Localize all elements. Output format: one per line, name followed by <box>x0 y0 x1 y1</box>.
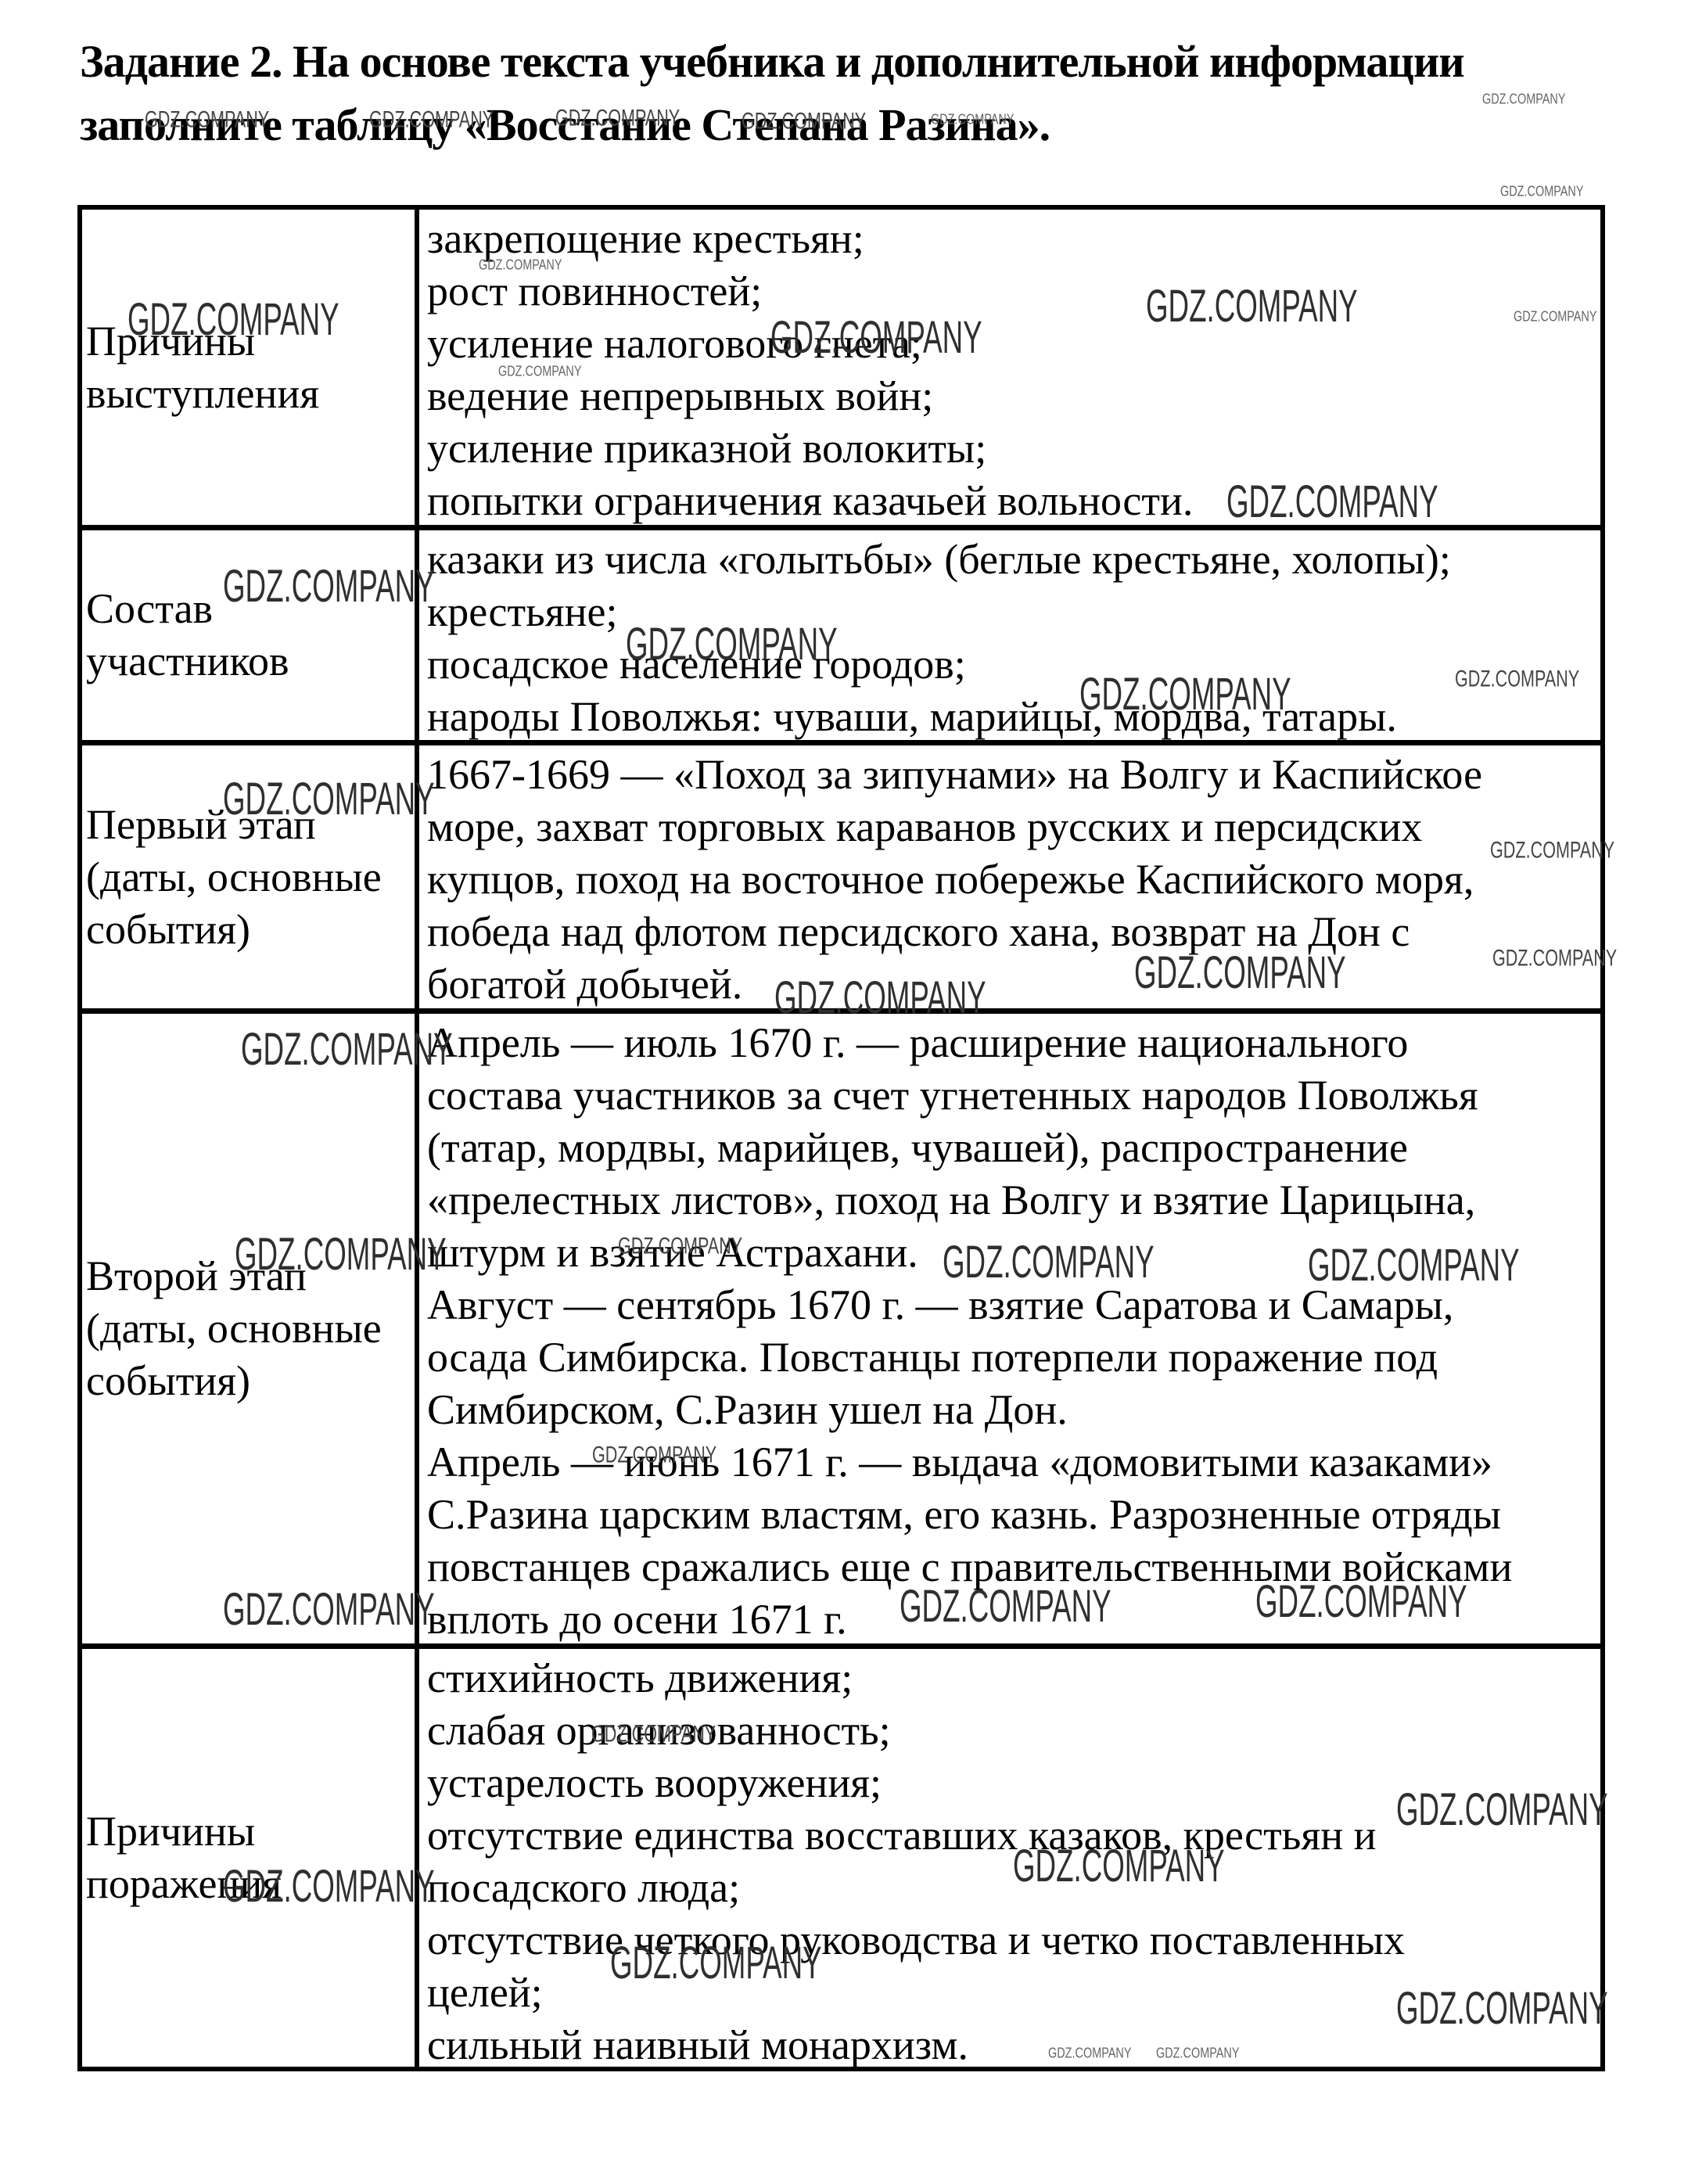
watermark: GDZ.COMPANY <box>1482 91 1566 107</box>
watermark: GDZ.COMPANY <box>774 972 986 1023</box>
watermark: GDZ.COMPANY <box>770 312 982 363</box>
row-label-cell: Второй этап (даты, основные события) <box>82 1014 419 1643</box>
watermark: GDZ.COMPANY <box>498 363 582 379</box>
watermark: GDZ.COMPANY <box>223 1861 435 1912</box>
watermark: GDZ.COMPANY <box>479 257 562 273</box>
table-row-causes: Причины выступления закрепощение крестья… <box>82 210 1600 530</box>
row-label: Состав участников <box>86 585 289 684</box>
watermark: GDZ.COMPANY <box>1492 945 1618 971</box>
watermark: GDZ.COMPANY <box>626 619 838 670</box>
watermark: GDZ.COMPANY <box>1079 669 1291 720</box>
row-label-cell: Причины выступления <box>82 210 419 525</box>
row-label: Причины выступления <box>86 317 320 417</box>
watermark: GDZ.COMPANY <box>235 1229 447 1280</box>
row-content-cell: стихийность движения; слабая организован… <box>419 1649 1600 2067</box>
table-row-second-stage: Второй этап (даты, основные события) Апр… <box>82 1014 1600 1649</box>
row-content: Апрель — июль 1670 г. — расширение нацио… <box>427 1019 1513 1643</box>
watermark: GDZ.COMPANY <box>591 1721 716 1747</box>
row-label-cell: Причины поражения <box>82 1649 419 2067</box>
table-row-participants: Состав участников казаки из числа «голыт… <box>82 530 1600 745</box>
watermark: GDZ.COMPANY <box>1514 308 1597 325</box>
watermark: GDZ.COMPANY <box>369 106 494 132</box>
watermark: GDZ.COMPANY <box>241 1024 453 1075</box>
watermark: GDZ.COMPANY <box>1308 1240 1520 1291</box>
watermark: GDZ.COMPANY <box>1156 2045 1240 2061</box>
watermark: GDZ.COMPANY <box>1013 1841 1225 1891</box>
watermark: GDZ.COMPANY <box>610 1938 822 1988</box>
watermark: GDZ.COMPANY <box>223 1584 435 1635</box>
watermark: GDZ.COMPANY <box>1255 1576 1467 1627</box>
row-content: закрепощение крестьян; рост повинностей;… <box>427 215 1194 524</box>
row-content: стихийность движения; слабая организован… <box>427 1654 1405 2067</box>
watermark: GDZ.COMPANY <box>592 1442 717 1467</box>
row-label: Второй этап (даты, основные события) <box>86 1252 382 1404</box>
watermark: GDZ.COMPANY <box>931 111 1014 128</box>
watermark: GDZ.COMPANY <box>1226 476 1438 527</box>
watermark: GDZ.COMPANY <box>742 108 867 134</box>
row-label: Первый этап (даты, основные события) <box>86 800 382 953</box>
task-title: Задание 2. На основе текста учебника и д… <box>80 36 1465 150</box>
row-label-cell: Первый этап (даты, основные события) <box>82 745 419 1008</box>
watermark: GDZ.COMPANY <box>1396 1983 1608 2034</box>
watermark: GDZ.COMPANY <box>1500 183 1584 199</box>
watermark: GDZ.COMPANY <box>1146 281 1358 332</box>
row-label: Причины поражения <box>86 1808 282 1907</box>
row-content: 1667-1669 — «Поход за зипунами» на Волгу… <box>427 751 1483 1008</box>
watermark: GDZ.COMPANY <box>1048 2045 1132 2061</box>
watermark: GDZ.COMPANY <box>223 774 435 824</box>
watermark: GDZ.COMPANY <box>555 105 681 131</box>
watermark: GDZ.COMPANY <box>127 294 339 345</box>
table-row-first-stage: Первый этап (даты, основные события) 166… <box>82 745 1600 1014</box>
watermark: GDZ.COMPANY <box>1490 837 1615 863</box>
row-content-cell: закрепощение крестьян; рост повинностей;… <box>419 210 1600 525</box>
watermark: GDZ.COMPANY <box>223 561 435 612</box>
row-content-cell: Апрель — июль 1670 г. — расширение нацио… <box>419 1014 1600 1643</box>
watermark: GDZ.COMPANY <box>1396 1784 1608 1835</box>
row-content: казаки из числа «голытьбы» (беглые крест… <box>427 536 1451 740</box>
table-row-defeat-causes: Причины поражения стихийность движения; … <box>82 1649 1600 2067</box>
row-content-cell: 1667-1669 — «Поход за зипунами» на Волгу… <box>419 745 1600 1008</box>
row-content-cell: казаки из числа «голытьбы» (беглые крест… <box>419 530 1600 740</box>
row-label-cell: Состав участников <box>82 530 419 740</box>
razin-rebellion-table: Причины выступления закрепощение крестья… <box>77 205 1605 2071</box>
watermark: GDZ.COMPANY <box>1455 666 1580 691</box>
watermark: GDZ.COMPANY <box>900 1581 1111 1632</box>
watermark: GDZ.COMPANY <box>943 1237 1155 1288</box>
watermark: GDZ.COMPANY <box>145 106 270 132</box>
watermark: GDZ.COMPANY <box>1134 947 1346 998</box>
watermark: GDZ.COMPANY <box>618 1233 743 1259</box>
